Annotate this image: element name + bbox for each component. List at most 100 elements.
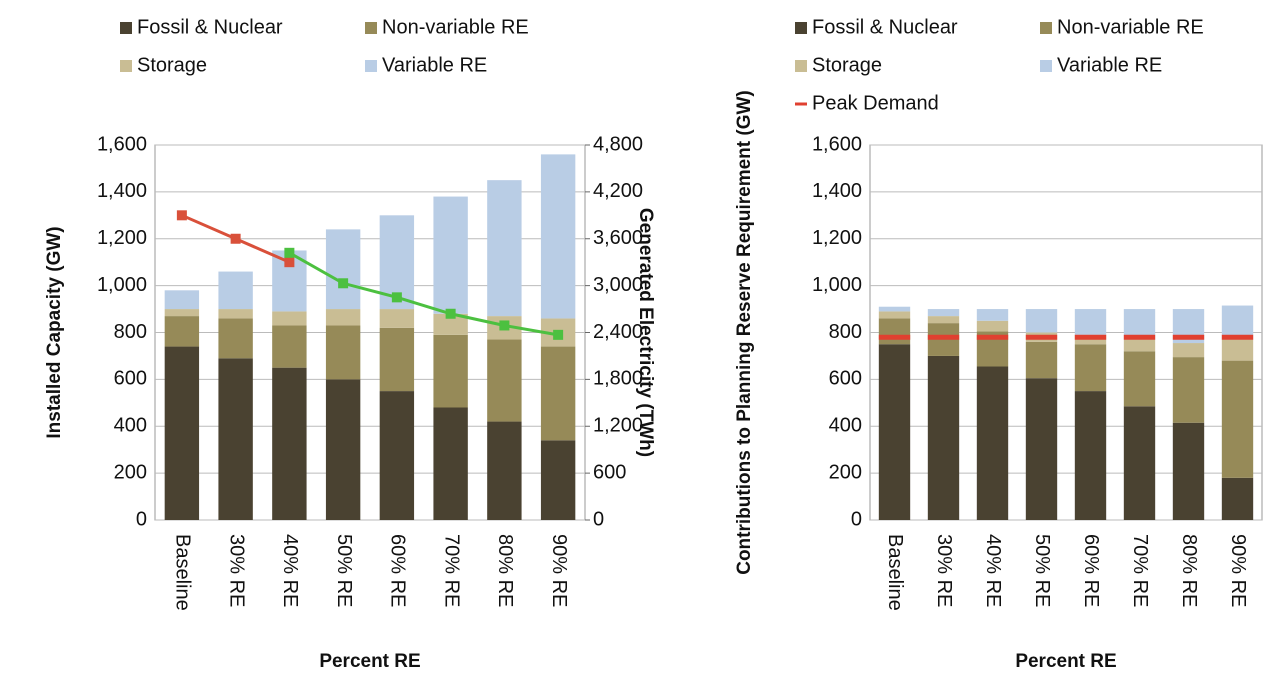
bar-segment (878, 306, 911, 312)
bar-segment (1123, 309, 1156, 340)
x-tick-label: 70% RE (440, 534, 462, 607)
bar-segment (325, 325, 361, 380)
bar-segment (878, 318, 911, 345)
y2-tick-label: 1,800 (593, 368, 643, 390)
x-tick-label: 60% RE (1080, 534, 1102, 607)
y-tick-label: 1,200 (97, 227, 147, 249)
bar-segment (927, 355, 960, 520)
bar-segment (433, 196, 468, 314)
bar-segment (487, 421, 522, 520)
x-tick-label: 50% RE (1031, 534, 1053, 607)
bar-segment (1172, 343, 1205, 358)
bar-segment (976, 366, 1009, 520)
bar-segment (878, 344, 911, 520)
bar-segment (433, 334, 468, 408)
bar-segment (1025, 341, 1058, 379)
y-tick-label: 1,200 (812, 227, 862, 249)
y2-tick-label: 1,200 (593, 415, 643, 437)
x-tick-label: Baseline (172, 534, 194, 611)
bar-segment (1025, 309, 1058, 333)
bar-segment (1074, 344, 1107, 392)
x-axis-title: Percent RE (1015, 651, 1116, 672)
y-axis-title: Contributions to Planning Reserve Requir… (734, 90, 755, 575)
line-marker (284, 247, 295, 258)
line-marker (499, 320, 510, 331)
y2-tick-label: 2,400 (593, 321, 643, 343)
y-tick-label: 0 (136, 508, 147, 530)
bar-segment (1025, 378, 1058, 520)
bar-segment (1221, 305, 1254, 340)
legend-label: Storage (812, 54, 882, 76)
x-tick-label: 70% RE (1129, 534, 1151, 607)
y-tick-label: 600 (829, 368, 862, 390)
line-marker (391, 292, 402, 303)
line-marker (230, 233, 241, 244)
bar-segment (218, 271, 253, 310)
bar-segment (976, 309, 1009, 321)
y-tick-label: 200 (829, 461, 862, 483)
bar-segment (976, 320, 1009, 332)
legend-swatch (365, 60, 377, 72)
bar-segment (1123, 339, 1156, 352)
legend-swatch (795, 60, 807, 72)
y-tick-label: 1,600 (97, 133, 147, 155)
x-tick-label: 30% RE (225, 534, 247, 607)
bar-segment (164, 290, 200, 310)
line-marker (553, 329, 564, 340)
bar-segment (218, 309, 253, 319)
legend-swatch (120, 60, 132, 72)
x-tick-label: 30% RE (933, 534, 955, 607)
bar-segment (433, 407, 468, 520)
legend-label: Peak Demand (812, 92, 939, 114)
y-tick-label: 1,000 (97, 274, 147, 296)
legend-swatch (795, 22, 807, 34)
bar-segment (164, 346, 200, 520)
bar-segment (218, 358, 253, 520)
legend-swatch (1040, 60, 1052, 72)
bar-segment (325, 379, 361, 520)
y-tick-label: 400 (114, 415, 147, 437)
y2-tick-label: 3,600 (593, 227, 643, 249)
bar-segment (379, 309, 415, 328)
line-marker (445, 308, 456, 319)
legend-label: Storage (137, 54, 207, 76)
bar-segment (1172, 357, 1205, 423)
bar-segment (164, 316, 200, 347)
bar-segment (1123, 406, 1156, 520)
y-tick-label: 1,400 (97, 180, 147, 202)
legend-label: Fossil & Nuclear (137, 16, 283, 38)
y-tick-label: 1,600 (812, 133, 862, 155)
bar-segment (1221, 360, 1254, 478)
legend-label: Non-variable RE (382, 16, 529, 38)
bar-segment (433, 313, 468, 335)
y-tick-label: 1,400 (812, 180, 862, 202)
bar-segment (878, 311, 911, 319)
y-tick-label: 1,000 (812, 274, 862, 296)
line-marker (176, 210, 187, 221)
x-tick-label: 90% RE (1227, 534, 1249, 607)
line-marker (338, 278, 349, 289)
y-tick-label: 600 (114, 368, 147, 390)
bar-segment (1221, 339, 1254, 361)
line (288, 251, 559, 337)
bar-segment (218, 318, 253, 359)
bar-segment (540, 346, 576, 441)
bar-segment (325, 309, 361, 326)
x-axis-title: Percent RE (319, 651, 420, 672)
y2-axis-title: Generated Electricity (TWh) (635, 208, 656, 457)
legend-swatch (1040, 22, 1052, 34)
bar-segment (927, 309, 960, 317)
bar-segment (1074, 309, 1107, 335)
bar-segment (1123, 351, 1156, 407)
legend-swatch (795, 102, 807, 106)
bar-segment (540, 440, 576, 520)
bar-segment (272, 367, 307, 520)
bar-segment (272, 325, 307, 368)
x-tick-label: 80% RE (494, 534, 516, 607)
bar-segment (487, 180, 522, 317)
bar-segment (927, 316, 960, 324)
bar-segment (1221, 477, 1254, 520)
x-tick-label: 50% RE (333, 534, 355, 607)
y-tick-label: 200 (114, 461, 147, 483)
y2-tick-label: 3,000 (593, 274, 643, 296)
